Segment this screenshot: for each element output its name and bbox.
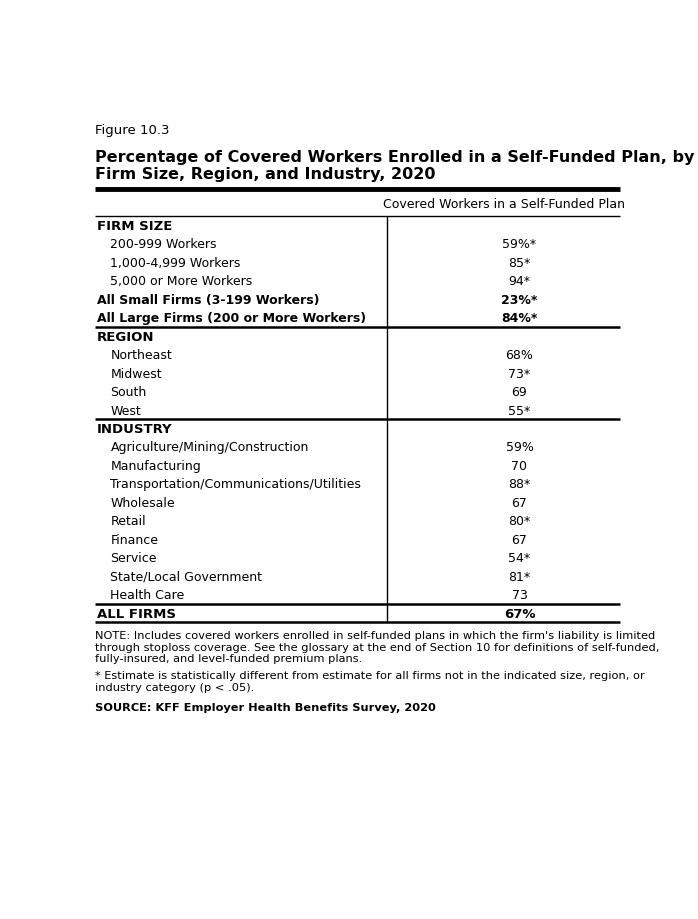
Text: 59%*: 59%* <box>503 238 537 251</box>
Text: Firm Size, Region, and Industry, 2020: Firm Size, Region, and Industry, 2020 <box>95 167 436 182</box>
Text: 67: 67 <box>512 496 528 509</box>
Text: Percentage of Covered Workers Enrolled in a Self-Funded Plan, by: Percentage of Covered Workers Enrolled i… <box>95 151 695 165</box>
Text: 85*: 85* <box>508 256 530 269</box>
Text: Covered Workers in a Self-Funded Plan: Covered Workers in a Self-Funded Plan <box>383 198 625 211</box>
Text: Service: Service <box>110 551 157 565</box>
Text: SOURCE: KFF Employer Health Benefits Survey, 2020: SOURCE: KFF Employer Health Benefits Sur… <box>95 702 436 712</box>
Text: ALL FIRMS: ALL FIRMS <box>96 607 176 620</box>
Text: 70: 70 <box>512 460 528 472</box>
Text: 5,000 or More Workers: 5,000 or More Workers <box>110 275 253 288</box>
Text: Wholesale: Wholesale <box>110 496 175 509</box>
Text: 54*: 54* <box>508 551 530 565</box>
Text: South: South <box>110 386 147 399</box>
Text: 69: 69 <box>512 386 527 399</box>
Text: All Small Firms (3-199 Workers): All Small Firms (3-199 Workers) <box>96 293 319 306</box>
Text: Finance: Finance <box>110 533 158 546</box>
Text: Agriculture/Mining/Construction: Agriculture/Mining/Construction <box>110 441 309 454</box>
Text: INDUSTRY: INDUSTRY <box>96 423 172 436</box>
Text: West: West <box>110 404 141 417</box>
Text: Retail: Retail <box>110 515 146 528</box>
Text: 81*: 81* <box>508 570 530 584</box>
Text: 94*: 94* <box>508 275 530 288</box>
Text: FIRM SIZE: FIRM SIZE <box>96 220 172 233</box>
Text: REGION: REGION <box>96 330 154 343</box>
Text: 73: 73 <box>512 589 528 602</box>
Text: 200-999 Workers: 200-999 Workers <box>110 238 217 251</box>
Text: All Large Firms (200 or More Workers): All Large Firms (200 or More Workers) <box>96 312 366 324</box>
Text: NOTE: Includes covered workers enrolled in self-funded plans in which the firm's: NOTE: Includes covered workers enrolled … <box>95 630 660 664</box>
Text: 1,000-4,999 Workers: 1,000-4,999 Workers <box>110 256 241 269</box>
Text: 55*: 55* <box>508 404 530 417</box>
Text: * Estimate is statistically different from estimate for all firms not in the ind: * Estimate is statistically different fr… <box>95 670 645 692</box>
Text: 67: 67 <box>512 533 528 546</box>
Text: 73*: 73* <box>508 368 530 380</box>
Text: Health Care: Health Care <box>110 589 185 602</box>
Text: Midwest: Midwest <box>110 368 162 380</box>
Text: Figure 10.3: Figure 10.3 <box>95 124 170 137</box>
Text: 23%*: 23%* <box>501 293 537 306</box>
Text: 68%: 68% <box>505 348 533 362</box>
Text: State/Local Government: State/Local Government <box>110 570 262 584</box>
Text: 88*: 88* <box>508 478 530 491</box>
Text: Manufacturing: Manufacturing <box>110 460 201 472</box>
Text: 80*: 80* <box>508 515 530 528</box>
Text: Transportation/Communications/Utilities: Transportation/Communications/Utilities <box>110 478 362 491</box>
Text: 59%: 59% <box>505 441 533 454</box>
Text: Northeast: Northeast <box>110 348 172 362</box>
Text: 67%: 67% <box>504 607 535 620</box>
Text: 84%*: 84%* <box>501 312 537 324</box>
